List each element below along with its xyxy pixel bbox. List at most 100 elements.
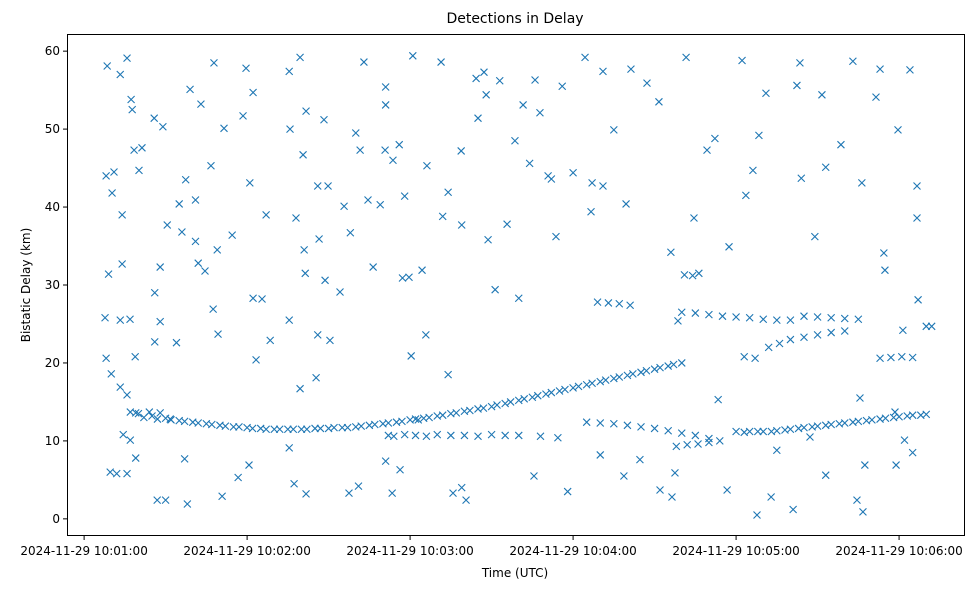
data-point — [275, 425, 284, 434]
data-point — [677, 359, 686, 367]
data-point — [156, 263, 165, 271]
data-point — [381, 83, 390, 91]
data-point — [626, 301, 635, 310]
data-point — [536, 108, 544, 117]
data-point — [437, 58, 445, 66]
data-point — [214, 330, 222, 338]
data-point — [465, 406, 474, 415]
data-point — [242, 64, 250, 73]
data-point — [138, 143, 146, 152]
data-point — [876, 65, 884, 73]
data-point — [643, 79, 651, 87]
data-point — [163, 221, 172, 229]
data-point — [789, 505, 798, 514]
data-point — [501, 431, 510, 440]
data-point — [813, 330, 822, 339]
data-point — [398, 274, 407, 282]
data-point — [857, 178, 866, 187]
data-point — [148, 412, 156, 420]
data-point — [421, 330, 430, 339]
data-point — [837, 140, 845, 149]
data-point — [862, 416, 871, 425]
data-point — [128, 105, 137, 114]
data-point — [636, 455, 644, 464]
data-point — [290, 479, 298, 488]
data-point — [245, 178, 254, 187]
data-point — [300, 246, 309, 254]
data-point — [588, 379, 596, 388]
data-point — [320, 115, 328, 124]
data-point — [495, 76, 504, 85]
data-point — [604, 299, 613, 307]
data-point — [891, 408, 899, 416]
data-point — [913, 214, 921, 222]
data-point — [561, 385, 569, 394]
data-point — [596, 377, 605, 386]
data-point — [793, 81, 801, 90]
data-point — [107, 369, 116, 378]
data-point — [533, 391, 542, 400]
data-point — [262, 425, 271, 434]
data-point — [384, 419, 393, 427]
data-point — [827, 313, 836, 322]
data-point — [682, 53, 690, 62]
data-point — [262, 210, 271, 219]
data-point — [123, 391, 131, 399]
data-point — [740, 428, 749, 437]
data-point — [609, 374, 618, 383]
data-point — [324, 182, 332, 190]
data-point — [234, 473, 243, 482]
data-point — [741, 191, 750, 200]
data-point — [210, 58, 218, 67]
data-point — [755, 131, 763, 140]
data-point — [680, 270, 689, 279]
data-point — [364, 196, 372, 204]
data-point — [637, 422, 645, 431]
x-tick-label: 2024-11-29 10:03:00 — [346, 544, 473, 558]
data-point — [547, 175, 556, 183]
data-point — [131, 408, 140, 417]
data-point — [913, 182, 921, 190]
data-point — [856, 394, 864, 402]
data-point — [691, 309, 700, 317]
data-point — [637, 368, 645, 377]
data-point — [677, 308, 686, 317]
data-point — [180, 417, 189, 426]
data-point — [786, 335, 795, 344]
data-point — [511, 136, 519, 145]
data-point — [249, 294, 257, 303]
data-point — [900, 436, 909, 445]
data-point — [207, 161, 215, 170]
data-point — [688, 271, 697, 280]
data-point — [705, 310, 713, 319]
data-point — [569, 168, 577, 177]
data-point — [116, 70, 125, 79]
data-point — [422, 432, 431, 441]
data-point — [800, 312, 808, 321]
data-point — [218, 492, 227, 501]
data-point — [674, 316, 682, 325]
data-point — [213, 246, 222, 254]
data-point — [853, 496, 861, 505]
data-point — [302, 107, 310, 116]
data-point — [753, 427, 762, 436]
data-point — [360, 58, 368, 66]
data-point — [381, 146, 389, 155]
data-point — [112, 469, 121, 478]
data-point — [343, 423, 352, 432]
data-point — [582, 418, 591, 427]
data-point — [800, 333, 808, 342]
data-point — [235, 422, 243, 431]
data-point — [772, 446, 781, 455]
data-point — [197, 100, 205, 109]
data-point — [457, 483, 466, 492]
data-point — [860, 461, 869, 469]
data-point — [286, 125, 294, 133]
data-point — [302, 425, 311, 434]
data-point — [156, 317, 165, 326]
data-point — [623, 371, 632, 380]
data-point — [623, 421, 632, 430]
data-point — [127, 95, 135, 104]
data-point — [908, 353, 917, 362]
data-point — [153, 496, 162, 505]
